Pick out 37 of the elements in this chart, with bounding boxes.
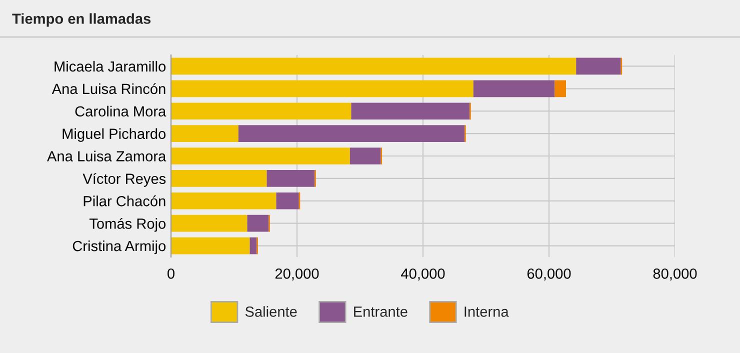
x-tick-label: 40,000: [401, 268, 445, 281]
bar: [238, 125, 465, 142]
bar: [171, 148, 350, 164]
y-tick-label: Cristina Armijo: [72, 240, 166, 254]
bar: [171, 125, 238, 142]
bar: [554, 80, 566, 98]
bar: [171, 192, 276, 210]
bar: [247, 214, 269, 232]
y-tick-label: Ana Luisa Zamora: [47, 150, 166, 162]
bar: [171, 237, 250, 254]
legend-label: Entrante: [354, 306, 408, 317]
bar: [473, 80, 555, 98]
bar: [171, 80, 474, 98]
bar: [350, 148, 381, 164]
legend-label: Interna: [464, 306, 509, 317]
bar: [171, 102, 352, 120]
bar: [171, 170, 267, 187]
bar: [250, 237, 257, 254]
y-tick-label: Ana Luisa Rincón: [52, 83, 166, 94]
y-tick-label: Víctor Reyes: [82, 173, 166, 187]
x-tick-label: 0: [168, 268, 174, 279]
bar: [266, 170, 315, 187]
x-tick-label: 60,000: [527, 268, 571, 281]
y-tick-label: Micaela Jaramillo: [54, 60, 166, 72]
y-tick-label: Pilar Chacón: [84, 195, 166, 206]
y-tick-label: Carolina Mora: [75, 106, 166, 117]
chart-title: Tiempo en llamadas: [12, 13, 151, 27]
legend-label: Saliente: [245, 306, 297, 317]
bar: [171, 58, 576, 75]
y-tick-label: Tomás Rojo: [89, 218, 166, 232]
x-tick-label: 80,000: [653, 268, 697, 281]
x-tick-label: 20,000: [275, 268, 319, 281]
bar: [351, 102, 470, 120]
y-tick-label: Miguel Pichardo: [62, 128, 166, 142]
bar: [276, 192, 299, 210]
bar: [171, 214, 248, 232]
bar: [576, 58, 621, 75]
